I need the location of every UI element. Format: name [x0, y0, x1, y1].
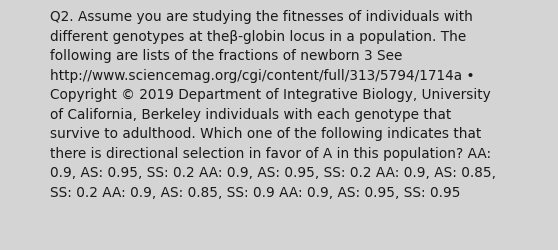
Text: Q2. Assume you are studying the fitnesses of individuals with
different genotype: Q2. Assume you are studying the fitnesse… — [50, 10, 496, 199]
